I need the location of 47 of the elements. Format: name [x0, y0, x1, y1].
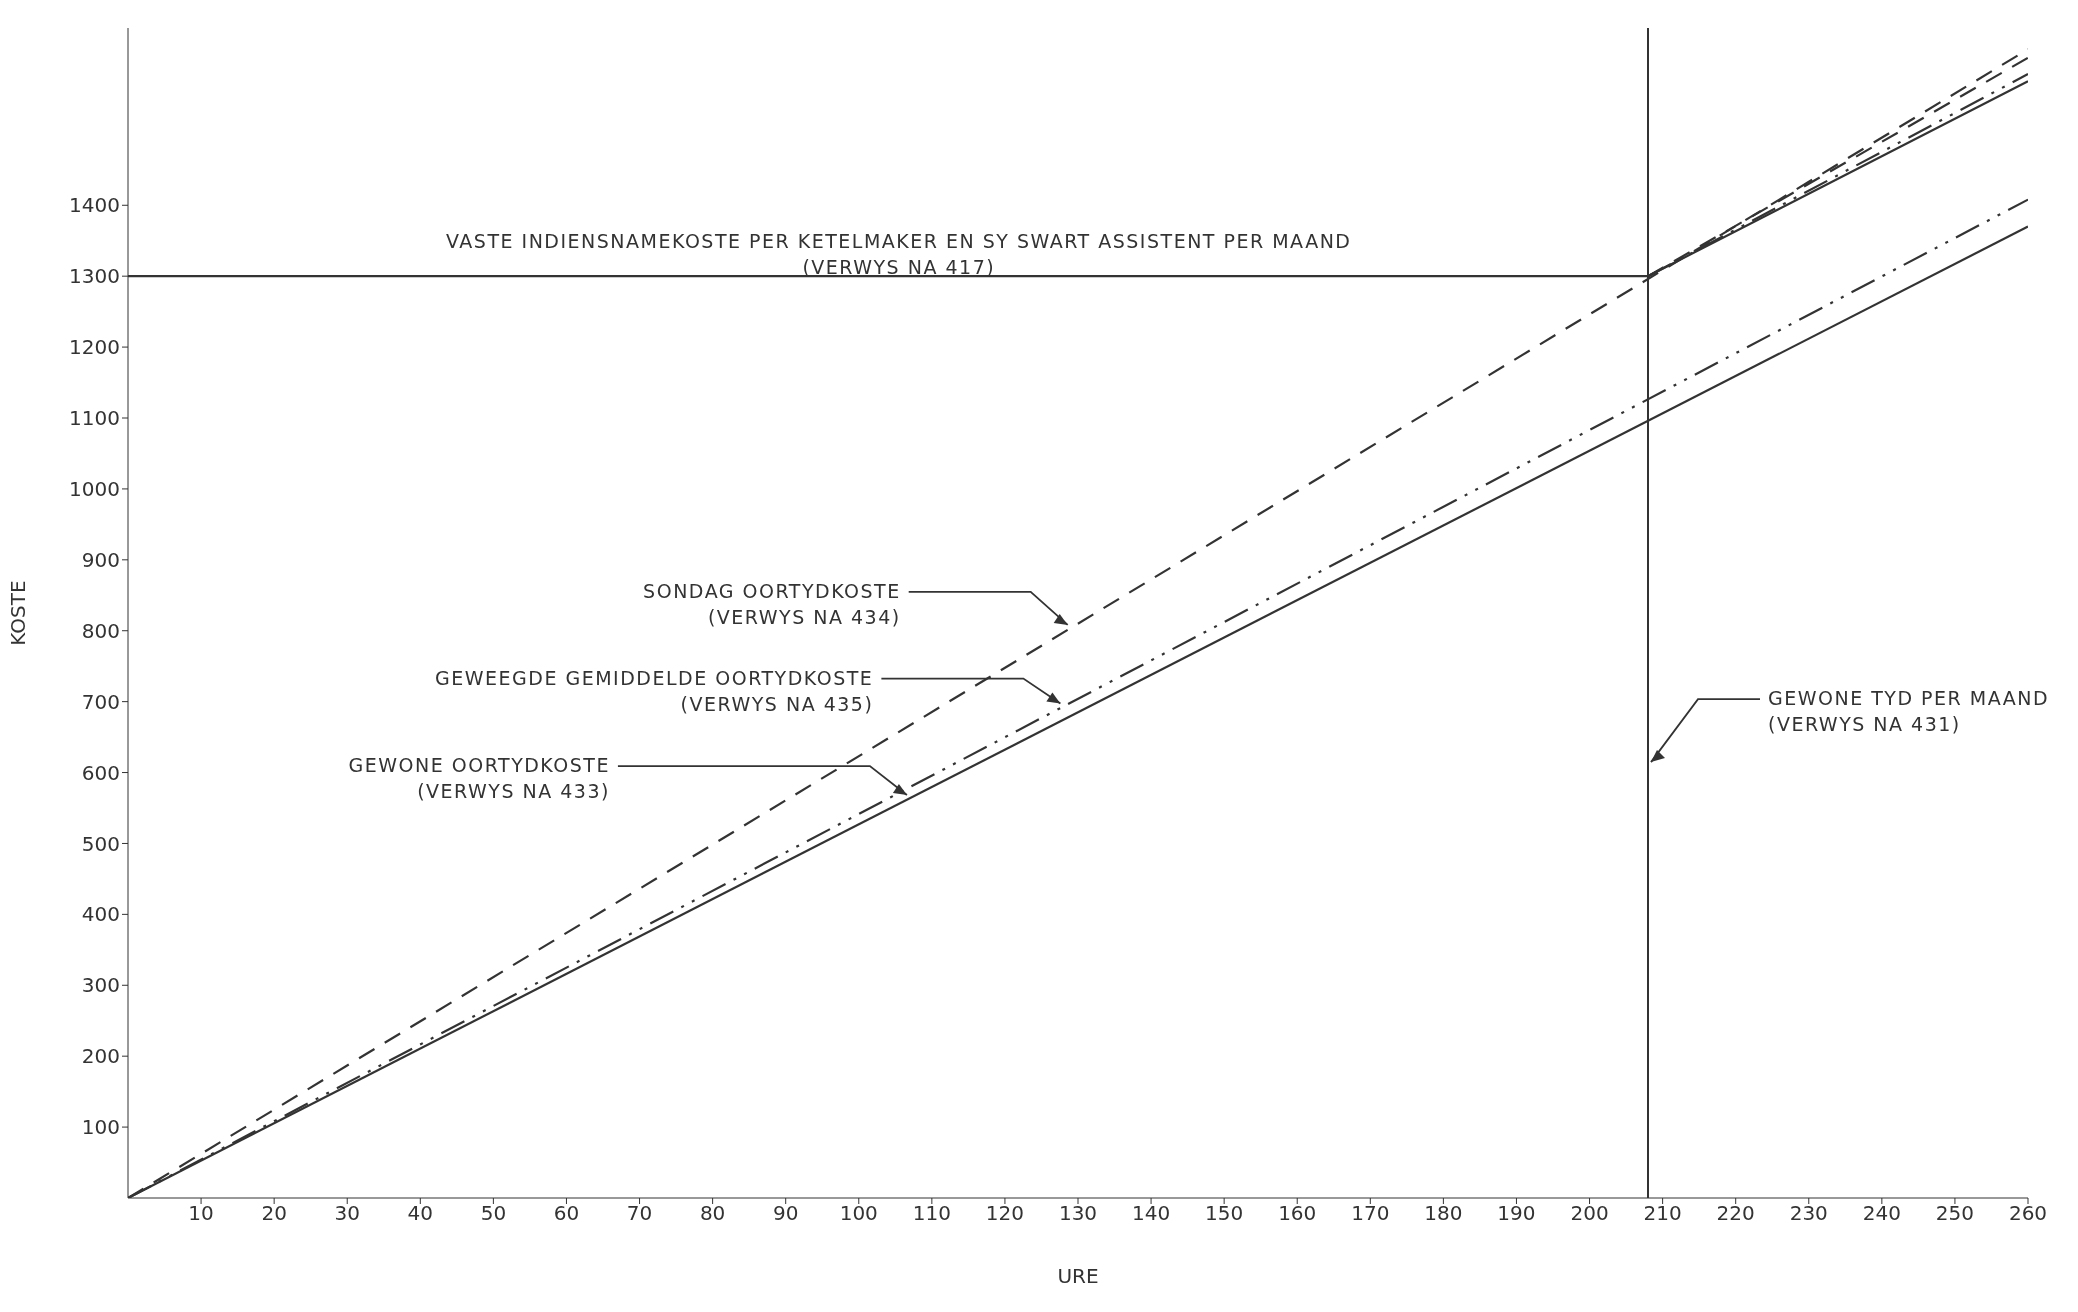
y-tick-label: 1100 [69, 406, 120, 431]
x-tick-label: 130 [1058, 1201, 1098, 1226]
x-tick-label: 150 [1205, 1201, 1244, 1226]
x-tick-label: 140 [1131, 1201, 1171, 1226]
x-tick-label: 30 [334, 1201, 360, 1226]
x-tick-label: 200 [1570, 1201, 1609, 1226]
x-tick-label: 70 [626, 1201, 653, 1226]
y-axis-title: KOSTE [6, 580, 31, 646]
x-tick-label: 100 [839, 1201, 878, 1226]
x-tick-label: 220 [1716, 1201, 1755, 1226]
annotation: GEWEEGDE GEMIDDELDE OORTYDKOSTE (VERWYS NA 435) [435, 666, 874, 715]
annotation: SONDAG OORTYDKOSTE (VERWYS NA 434) [643, 579, 901, 628]
y-tick-label: 900 [81, 547, 120, 572]
y-tick-label: 1300 [69, 264, 120, 289]
x-tick-label: 210 [1643, 1201, 1682, 1226]
y-tick-label: 1400 [69, 193, 120, 218]
y-tick-label: 400 [81, 902, 120, 927]
ref-line-label: GEWONE TYD PER MAAND (VERWYS NA 431) [1768, 687, 2050, 736]
annotation: GEWONE OORTYDKOSTE (VERWYS NA 433) [348, 754, 610, 803]
x-tick-label: 90 [772, 1201, 799, 1226]
x-tick-label: 170 [1351, 1201, 1390, 1226]
x-tick-label: 80 [699, 1201, 726, 1226]
x-tick-label: 50 [480, 1201, 507, 1226]
y-tick-label: 1200 [69, 335, 120, 360]
x-tick-label: 230 [1789, 1201, 1828, 1226]
y-tick-label: 200 [81, 1044, 120, 1069]
x-axis-title: URE [1057, 1264, 1099, 1288]
y-tick-label: 600 [81, 760, 120, 785]
x-tick-label: 60 [553, 1201, 580, 1226]
y-tick-label: 300 [81, 973, 120, 998]
y-tick-label: 700 [81, 689, 120, 714]
x-tick-label: 20 [261, 1201, 287, 1226]
y-tick-label: 100 [81, 1115, 120, 1140]
x-tick-label: 160 [1278, 1201, 1317, 1226]
y-tick-label: 500 [81, 831, 120, 856]
x-tick-label: 10 [188, 1201, 214, 1226]
x-tick-label: 40 [407, 1201, 434, 1226]
annotation: VASTE INDIENSNAMEKOSTE PER KETELMAKER EN SY SWART ASSISTENT PER MAAND (VERWYS NA 417) [446, 230, 1352, 279]
x-tick-label: 190 [1497, 1201, 1536, 1226]
x-tick-label: 180 [1424, 1201, 1463, 1226]
x-tick-label: 120 [985, 1201, 1025, 1226]
y-tick-label: 1000 [69, 477, 120, 502]
y-tick-label: 800 [81, 618, 120, 643]
x-tick-label: 110 [912, 1201, 951, 1226]
x-tick-label: 240 [1862, 1201, 1901, 1226]
x-tick-label: 250 [1935, 1201, 1975, 1226]
x-tick-label: 260 [2008, 1201, 2048, 1226]
